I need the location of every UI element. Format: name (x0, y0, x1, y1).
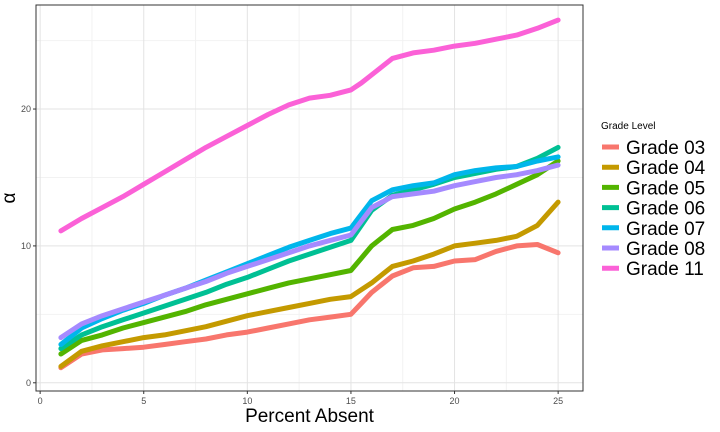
legend-label: Grade 04 (626, 158, 706, 179)
x-tick-label: 25 (553, 396, 563, 406)
legend-label: Grade 06 (626, 199, 705, 220)
legend-label: Grade 11 (626, 259, 704, 280)
y-axis-title: α (0, 192, 20, 203)
x-tick-label: 15 (346, 396, 356, 406)
x-tick-label: 20 (450, 396, 460, 406)
major-gridlines (36, 5, 583, 391)
series-line-grade-04 (58, 199, 561, 369)
plot-panel-border (35, 4, 584, 392)
series-line-grade-03 (58, 242, 561, 371)
x-axis-ticks: 0 5 10 15 20 25 (38, 391, 563, 406)
legend-label: Grade 07 (626, 219, 705, 240)
axes (35, 4, 584, 392)
series-line-grade-06 (58, 144, 561, 352)
y-tick-label: 10 (21, 241, 31, 251)
x-axis-title: Percent Absent (245, 406, 375, 427)
x-tick-label: 0 (38, 396, 43, 406)
legend-label: Grade 03 (626, 138, 705, 159)
series-lines (58, 17, 561, 371)
x-tick-label: 5 (141, 396, 146, 406)
minor-gridlines (36, 5, 583, 391)
series-line-grade-11 (58, 17, 561, 234)
x-tick-label: 10 (242, 396, 252, 406)
y-tick-label: 0 (26, 378, 31, 388)
legend-title: Grade Level (601, 121, 655, 132)
y-tick-label: 20 (21, 104, 31, 114)
legend-label: Grade 05 (626, 178, 705, 199)
series-line-grade-05 (58, 158, 561, 357)
y-axis-ticks: 0 10 20 (21, 104, 36, 388)
series-line-grade-08 (58, 162, 561, 341)
legend-label: Grade 08 (626, 239, 705, 260)
